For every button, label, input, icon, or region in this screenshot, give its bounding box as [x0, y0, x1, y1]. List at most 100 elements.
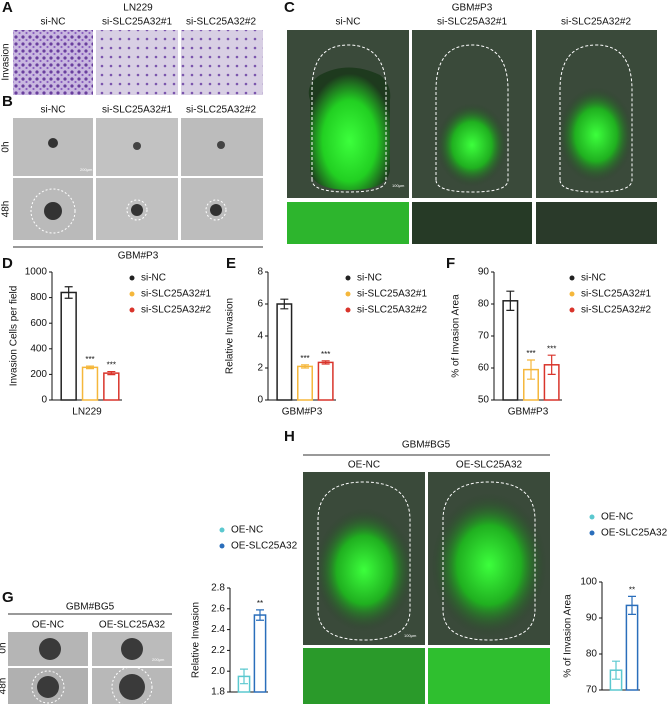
y-tick-label: 90 — [586, 613, 598, 624]
significance: *** — [300, 354, 309, 363]
y-tick-label: 2.2 — [211, 645, 225, 656]
panel-label: C — [284, 0, 295, 16]
y-tick-label: 70 — [478, 331, 490, 342]
y-tick-label: 80 — [478, 299, 490, 310]
outline — [311, 44, 387, 193]
zoom-micrograph — [428, 648, 550, 704]
invasion-area — [436, 103, 508, 187]
invasion-outline — [111, 666, 153, 704]
row-label: 0h — [0, 642, 9, 653]
scale-bar-label: 200μm — [152, 657, 165, 662]
spheroid — [48, 138, 58, 148]
y-tick-label: 2.8 — [211, 583, 225, 594]
bar — [253, 614, 267, 693]
column-label: si-NC — [41, 17, 66, 28]
row-label: 48h — [0, 678, 9, 695]
legend-label: si-NC — [357, 273, 382, 284]
invasion-outline — [126, 199, 148, 221]
error-bar — [628, 595, 636, 615]
invasion-outline — [31, 670, 65, 704]
column-label: si-SLC25A32#1 — [437, 17, 507, 28]
legend-label: si-SLC25A32#2 — [141, 305, 211, 316]
error-bar — [612, 660, 620, 680]
legend-label: si-SLC25A32#1 — [357, 289, 427, 300]
significance: ** — [257, 599, 263, 608]
panel-label: A — [2, 0, 13, 16]
legend-marker — [569, 275, 575, 281]
legend-label: OE-NC — [231, 525, 263, 536]
micrograph — [181, 178, 263, 240]
y-tick-label: 90 — [478, 267, 490, 278]
legend-label: si-NC — [581, 273, 606, 284]
y-axis-label: % of Invasion Area — [451, 294, 462, 378]
column-label: si-SLC25A32#2 — [561, 17, 631, 28]
significance: *** — [85, 355, 94, 364]
zoom-micrograph — [536, 202, 657, 244]
bright-field-grid: 200μm — [13, 118, 263, 240]
y-tick-label: 2.0 — [211, 666, 225, 677]
invasion-area — [314, 508, 414, 632]
legend-marker — [129, 307, 135, 313]
bar — [297, 365, 313, 401]
spheroid — [37, 676, 59, 698]
bar — [276, 303, 293, 401]
legend-marker — [569, 307, 575, 313]
column-label: OE-SLC25A32 — [456, 460, 523, 471]
outline — [559, 44, 633, 193]
legend-marker — [345, 307, 351, 313]
spheroid — [131, 204, 143, 216]
y-tick-label: 4 — [257, 331, 263, 342]
legend-marker — [129, 291, 135, 297]
error-bar — [506, 290, 515, 311]
y-tick-label: 50 — [478, 395, 490, 406]
y-axis-label: % of Invasion Area — [563, 594, 574, 678]
y-axis-label: Relative Invasion — [225, 298, 236, 374]
column-label: OE-NC — [348, 460, 380, 471]
panel-label: G — [2, 589, 14, 606]
panel-footer: GBM#P3 — [118, 251, 159, 262]
spheroid — [217, 141, 225, 149]
spheroid — [44, 202, 62, 220]
y-tick-label: 0 — [41, 395, 47, 406]
y-tick-label: 100 — [580, 577, 597, 588]
zoom-micrograph — [303, 648, 425, 704]
error-bar — [240, 668, 248, 685]
panel-label: F — [446, 255, 455, 272]
micrograph — [13, 30, 93, 95]
panel-title: LN229 — [123, 3, 153, 14]
column-label: OE-NC — [32, 620, 64, 631]
scale-bar-label: 100μm — [392, 183, 405, 188]
legend-label: OE-SLC25A32 — [601, 528, 668, 539]
panel-label: E — [226, 255, 236, 272]
zoom-micrograph — [412, 202, 532, 244]
legend-marker — [129, 275, 135, 281]
outline — [435, 44, 509, 193]
legend-marker — [219, 543, 225, 549]
error-bar — [301, 364, 309, 369]
legend-label: si-SLC25A32#2 — [581, 305, 651, 316]
legend-marker — [219, 527, 225, 533]
bar — [317, 361, 334, 401]
x-axis-label: GBM#P3 — [282, 407, 323, 418]
row-label: 0h — [1, 141, 12, 152]
column-label: si-SLC25A32#2 — [186, 17, 256, 28]
legend-label: si-NC — [141, 273, 166, 284]
significance: *** — [107, 361, 116, 370]
spheroid — [210, 204, 222, 216]
scale-bar-label: 200μm — [80, 167, 93, 172]
invasion-outline — [30, 188, 76, 234]
panel-label: H — [284, 428, 295, 445]
y-tick-label: 2 — [257, 363, 263, 374]
outline — [442, 481, 536, 641]
y-tick-label: 800 — [30, 292, 47, 303]
legend-marker — [569, 291, 575, 297]
legend-marker — [345, 291, 351, 297]
legend-label: si-SLC25A32#2 — [357, 305, 427, 316]
y-tick-label: 1.8 — [211, 687, 225, 698]
panel-label: B — [2, 93, 13, 110]
micrograph — [96, 30, 178, 95]
legend-marker — [345, 275, 351, 281]
error-bar — [64, 286, 73, 299]
error-bar — [321, 360, 330, 365]
